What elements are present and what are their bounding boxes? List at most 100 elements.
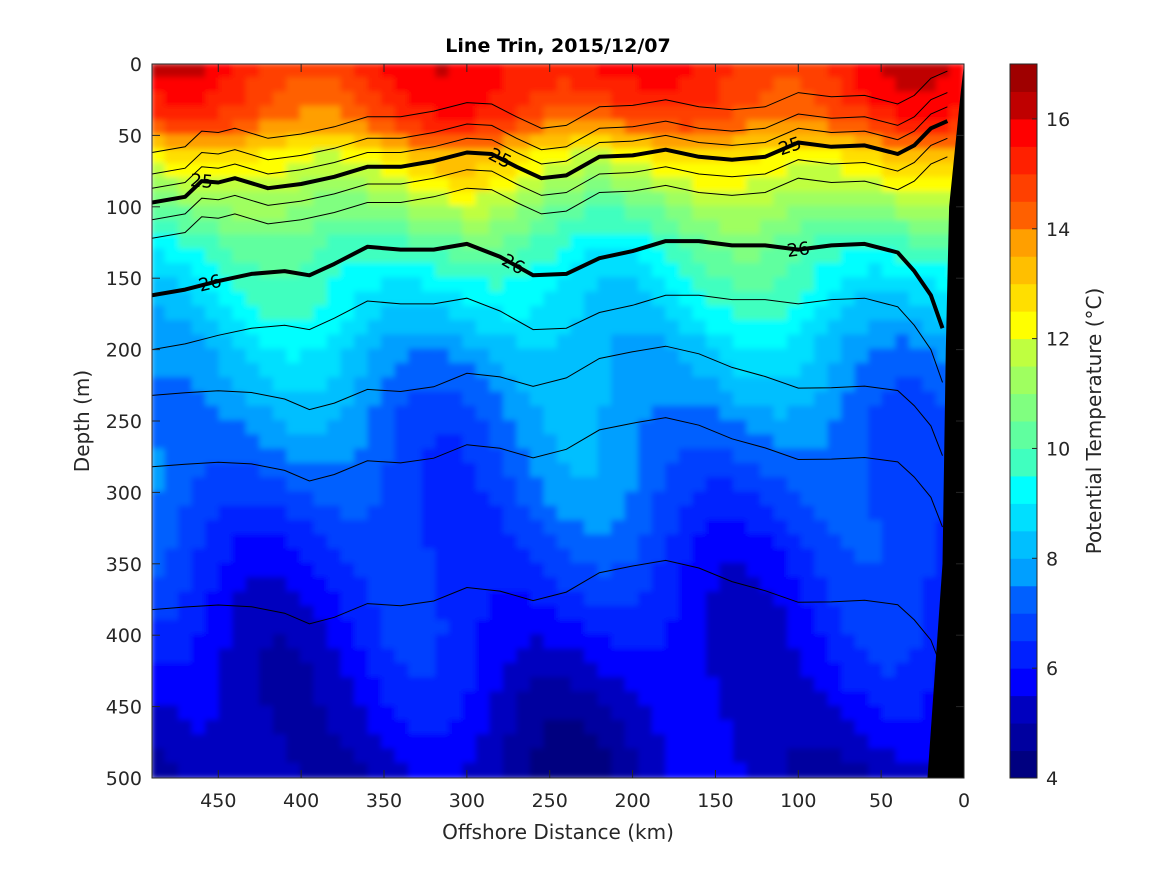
field-cell	[286, 105, 302, 123]
field-cell	[773, 591, 790, 608]
field-cell	[489, 662, 505, 680]
field-cell	[178, 305, 194, 323]
field-cell	[584, 334, 600, 351]
field-cell	[367, 291, 384, 308]
field-cell	[841, 662, 857, 680]
field-cell	[313, 477, 329, 494]
field-cell	[326, 748, 343, 765]
field-cell	[475, 505, 492, 522]
field-cell	[732, 434, 749, 451]
field-cell	[611, 577, 627, 594]
field-cell	[218, 348, 235, 365]
field-cell	[597, 420, 614, 437]
field-cell	[326, 305, 343, 323]
colorbar-segment	[1010, 256, 1037, 285]
field-cell	[773, 120, 790, 137]
contour-label-text: 26	[786, 238, 811, 262]
field-cell	[814, 491, 830, 508]
field-cell	[638, 534, 654, 551]
field-cell	[584, 662, 600, 680]
field-cell	[462, 262, 478, 280]
field-cell	[326, 548, 343, 565]
field-cell	[259, 505, 275, 522]
field-cell	[773, 477, 790, 494]
field-cell	[354, 105, 370, 123]
field-cell	[800, 677, 817, 694]
field-cell	[502, 562, 519, 580]
field-cell	[152, 234, 167, 251]
field-cell	[462, 420, 478, 437]
field-cell	[367, 662, 384, 680]
field-cell	[340, 705, 356, 722]
field-cell	[245, 191, 262, 208]
field-cell	[313, 220, 329, 237]
field-cell	[868, 477, 884, 494]
field-cell	[489, 677, 505, 694]
field-cell	[164, 434, 181, 451]
field-cell	[245, 762, 262, 778]
field-cell	[557, 234, 573, 251]
field-cell	[719, 405, 735, 422]
field-cell	[286, 748, 302, 765]
field-cell	[502, 748, 519, 765]
field-cell	[800, 477, 817, 494]
field-cell	[286, 762, 302, 778]
field-cell	[705, 462, 722, 480]
field-cell	[272, 105, 289, 123]
field-cell	[164, 234, 181, 251]
field-cell	[570, 234, 587, 251]
field-cell	[543, 391, 559, 408]
field-cell	[746, 262, 762, 280]
field-cell	[178, 677, 194, 694]
field-cell	[313, 291, 329, 308]
field-cell	[421, 177, 438, 194]
field-cell	[570, 548, 587, 565]
field-cell	[191, 377, 208, 394]
field-cell	[895, 320, 911, 337]
field-cell	[191, 577, 208, 594]
field-cell	[408, 162, 424, 180]
field-cell	[868, 448, 884, 465]
field-cell	[462, 505, 478, 522]
field-cell	[570, 120, 587, 137]
field-cell	[245, 234, 262, 251]
field-cell	[719, 120, 735, 137]
field-cell	[705, 362, 722, 380]
field-cell	[462, 762, 478, 778]
field-cell	[692, 705, 708, 722]
field-cell	[408, 548, 424, 565]
field-cell	[868, 591, 884, 608]
field-cell	[705, 262, 722, 280]
field-cell	[462, 491, 478, 508]
field-cell	[421, 262, 438, 280]
field-cell	[489, 64, 505, 80]
field-cell	[218, 748, 235, 765]
field-cell	[597, 348, 614, 365]
field-cell	[462, 64, 478, 80]
field-cell	[164, 420, 181, 437]
field-cell	[529, 548, 546, 565]
field-cell	[800, 391, 817, 408]
field-cell	[232, 105, 248, 123]
field-cell	[773, 634, 790, 651]
field-cell	[773, 248, 790, 265]
field-cell	[841, 548, 857, 565]
field-cell	[800, 420, 817, 437]
field-cell	[516, 248, 532, 265]
field-cell	[475, 691, 492, 708]
field-cell	[164, 362, 181, 380]
field-cell	[597, 162, 614, 180]
field-cell	[205, 120, 221, 137]
field-cell	[760, 120, 776, 137]
field-cell	[665, 619, 681, 637]
field-cell	[286, 734, 302, 751]
field-cell	[502, 477, 519, 494]
field-cell	[719, 734, 735, 751]
field-cell	[286, 591, 302, 608]
field-cell	[152, 134, 167, 151]
field-cell	[164, 134, 181, 151]
field-cell	[286, 191, 302, 208]
field-cell	[394, 491, 411, 508]
field-cell	[678, 291, 695, 308]
field-cell	[421, 491, 438, 508]
